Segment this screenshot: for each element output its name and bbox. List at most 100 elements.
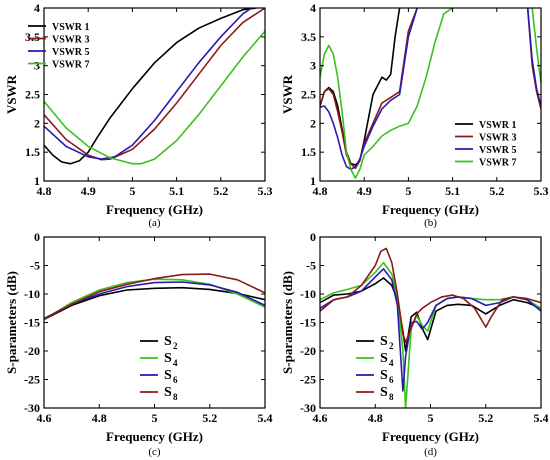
x-tick-label: 5	[428, 411, 434, 425]
x-tick-label: 5.2	[213, 184, 228, 198]
y-tick-label: 0	[34, 230, 40, 244]
legend-item: VSWR 7	[455, 158, 517, 169]
legend-label: S	[164, 351, 172, 366]
legend-label-subscript: 8	[389, 392, 394, 402]
legend-label: VSWR 5	[52, 47, 90, 58]
y-tick-label: 0	[310, 230, 316, 244]
y-tick-label: 3	[34, 59, 40, 73]
x-tick-label: 4.9	[81, 184, 96, 198]
legend-label: VSWR 1	[52, 22, 90, 33]
x-tick-label: 5.1	[445, 184, 460, 198]
legend-label-subscript: 4	[173, 358, 178, 368]
y-tick-label: 2.5	[25, 88, 40, 102]
panel-caption: (d)	[424, 446, 437, 458]
x-tick-label: 5.2	[478, 411, 493, 425]
panel-b: 4.8 4.9 5 5.1 5.2 5.3 1 1.5 2 2.5 3 3.5 4 Frequency (…	[280, 1, 549, 229]
series-s4-line	[44, 278, 265, 321]
x-tick-label: 5.3	[258, 184, 273, 198]
series-lines	[44, 8, 265, 165]
series-vswr-5-line	[320, 8, 418, 171]
y-tick-label: -20	[24, 344, 40, 358]
x-tick-label: 4.9	[357, 184, 372, 198]
legend-label: VSWR 5	[479, 145, 517, 156]
panel-caption: (a)	[148, 217, 161, 229]
y-tick-label: 2	[310, 116, 316, 130]
legend-label: S	[164, 368, 172, 383]
y-tick-label: 3.5	[25, 30, 40, 44]
x-tick-label: 5.3	[534, 184, 549, 198]
y-tick-label: 3	[310, 59, 316, 73]
y-tick-label: 1	[34, 174, 40, 188]
y-tick-label: 4	[310, 1, 316, 15]
legend-label: S	[164, 334, 172, 349]
y-tick-label: 1	[310, 174, 316, 188]
panel-caption: (b)	[424, 217, 437, 229]
legend: S 2S 4S 6S 8	[356, 334, 394, 402]
y-tick-label: -10	[300, 287, 316, 301]
legend-label: S	[380, 334, 388, 349]
x-axis-label: Frequency (GHz)	[106, 429, 203, 444]
y-axis-label: VSWR	[4, 74, 19, 114]
plot-frame	[43, 236, 266, 409]
legend-item: VSWR 5	[455, 145, 517, 156]
legend-label-subscript: 2	[389, 341, 394, 351]
legend-item: VSWR 7	[28, 60, 90, 71]
legend-label: VSWR 1	[479, 120, 517, 131]
y-tick-label: -15	[24, 316, 40, 330]
legend-item: VSWR 3	[28, 35, 90, 46]
legend-item: VSWR 1	[28, 22, 90, 33]
x-tick-label: 5.2	[489, 184, 504, 198]
legend-label: VSWR 7	[479, 158, 517, 169]
series-vswr-7-line	[320, 8, 454, 179]
series-s6-line	[320, 268, 541, 392]
y-tick-label: 4	[34, 1, 40, 15]
y-tick-label: -20	[300, 344, 316, 358]
series-vswr-1-line	[44, 8, 257, 165]
x-tick-label: 4.8	[368, 411, 383, 425]
legend-item: VSWR 3	[455, 133, 517, 144]
legend-label: S	[380, 385, 388, 400]
y-tick-label: -15	[300, 316, 316, 330]
x-tick-label: 5.4	[534, 411, 549, 425]
series-lines	[44, 273, 265, 321]
x-axis-label: Frequency (GHz)	[106, 202, 203, 217]
x-tick-label: 5.2	[202, 411, 217, 425]
panel-d: 4.6 4.8 5 5.2 5.4 0 -5 -10 -15 -20 -25 -30 Frequency…	[280, 230, 549, 458]
series-vswr-5-line-segment-2	[526, 8, 541, 107]
y-tick-label: 2	[34, 116, 40, 130]
series-lines	[320, 8, 541, 179]
y-tick-label: -10	[24, 287, 40, 301]
y-tick-label: 3.5	[301, 30, 316, 44]
legend-label: S	[380, 368, 388, 383]
panel-c: 4.6 4.8 5 5.2 5.4 0 -5 -10 -15 -20 -25 -30 Frequency…	[4, 230, 273, 458]
series-vswr-3-line	[320, 8, 418, 170]
series-s2-line	[320, 277, 541, 352]
legend-label-subscript: 4	[389, 358, 394, 368]
y-tick-label: 2.5	[301, 88, 316, 102]
legend: S 2S 4S 6S 8	[140, 334, 178, 402]
x-tick-label: 4.8	[37, 184, 52, 198]
series-s8-line	[44, 273, 265, 320]
y-tick-label: -25	[24, 373, 40, 387]
legend-item: VSWR 1	[455, 120, 517, 131]
legend-label: S	[164, 385, 172, 400]
legend-label: VSWR 3	[479, 133, 517, 144]
x-tick-label: 5	[152, 411, 158, 425]
legend-label-subscript: 8	[173, 392, 178, 402]
x-axis-label: Frequency (GHz)	[382, 429, 479, 444]
legend-label-subscript: 6	[389, 375, 394, 385]
y-axis-label: S-parameters (dB)	[4, 271, 19, 374]
y-axis-label: S-parameters (dB)	[280, 271, 295, 374]
y-axis-label: VSWR	[280, 74, 295, 114]
legend-label-subscript: 2	[173, 341, 178, 351]
panel-caption: (c)	[148, 446, 161, 458]
